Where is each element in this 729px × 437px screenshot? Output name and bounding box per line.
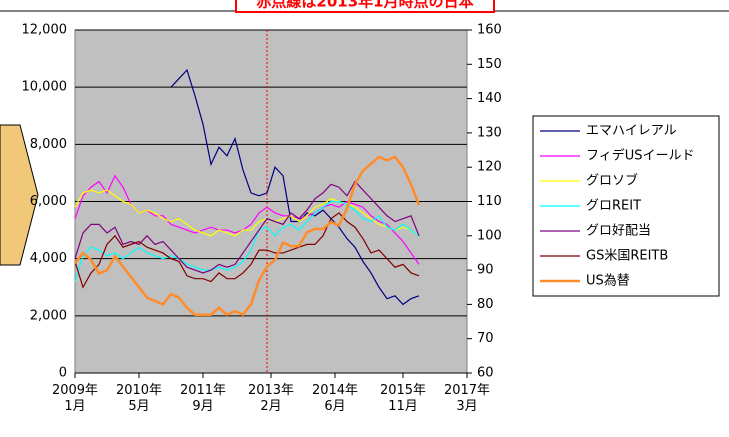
y2-tick-label: 160 xyxy=(477,23,502,38)
legend-label: フィデUSイールド xyxy=(586,148,695,164)
legend-label: グロ好配当 xyxy=(586,224,651,239)
series-line xyxy=(74,200,420,282)
y2-tick-label: 110 xyxy=(477,194,502,209)
series-line xyxy=(74,180,420,274)
x-tick-label: 2011年 9月 xyxy=(179,383,227,414)
legend-label: グロREIT xyxy=(586,199,641,214)
x-tick-label: 2009年 1月 xyxy=(51,383,99,414)
x-tick-label: 2013年 2月 xyxy=(247,383,295,414)
side-shape xyxy=(0,124,39,266)
x-tick-label: 2017年 3月 xyxy=(443,383,491,414)
y2-tick-label: 70 xyxy=(477,331,494,346)
x-tick-label: 2010年 5月 xyxy=(115,383,163,414)
y2-tick-label: 100 xyxy=(477,228,502,243)
y2-tick-label: 120 xyxy=(477,160,502,175)
series-line xyxy=(74,155,421,317)
y2-tick-label: 150 xyxy=(477,57,502,72)
y-tick-label: 4,000 xyxy=(30,251,67,266)
y-tick-label: 0 xyxy=(59,366,67,381)
series-line xyxy=(170,68,420,306)
y-tick-label: 12,000 xyxy=(22,23,68,38)
y-tick-label: 2,000 xyxy=(30,308,67,323)
legend-label: グロソブ xyxy=(586,173,638,189)
legend-label: GS米国REITB xyxy=(586,249,668,264)
y-tick-label: 6,000 xyxy=(30,194,67,209)
y2-tick-label: 140 xyxy=(477,91,502,106)
x-tick-label: 2014年 6月 xyxy=(311,383,359,414)
y2-tick-label: 90 xyxy=(477,263,494,278)
series-line xyxy=(74,189,420,237)
y-tick-label: 8,000 xyxy=(30,137,67,152)
y2-tick-label: 80 xyxy=(477,297,494,312)
legend-label: US為替 xyxy=(586,273,630,289)
y2-tick-label: 60 xyxy=(477,366,494,381)
annotation-box xyxy=(235,0,495,13)
legend-label: エマハイレアル xyxy=(586,124,677,139)
series-line xyxy=(74,212,420,289)
annotation: 赤点線は2013年1月時点の日本 xyxy=(256,0,473,11)
x-tick-label: 2015年 11月 xyxy=(379,383,427,414)
y-tick-label: 10,000 xyxy=(22,80,68,95)
y2-tick-label: 130 xyxy=(477,125,502,140)
